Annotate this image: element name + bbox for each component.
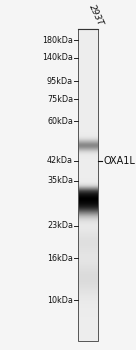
Text: 293T: 293T [87, 2, 105, 27]
Text: 23kDa: 23kDa [47, 221, 73, 230]
Text: 42kDa: 42kDa [47, 156, 73, 165]
Text: 75kDa: 75kDa [47, 94, 73, 104]
Text: 16kDa: 16kDa [47, 254, 73, 263]
Text: 60kDa: 60kDa [47, 117, 73, 126]
Text: 35kDa: 35kDa [47, 176, 73, 186]
Text: 10kDa: 10kDa [47, 296, 73, 304]
Text: OXA1L: OXA1L [103, 156, 135, 166]
Bar [78, 29, 98, 341]
Text: 95kDa: 95kDa [47, 77, 73, 86]
Text: 180kDa: 180kDa [42, 36, 73, 45]
Text: 140kDa: 140kDa [42, 53, 73, 62]
